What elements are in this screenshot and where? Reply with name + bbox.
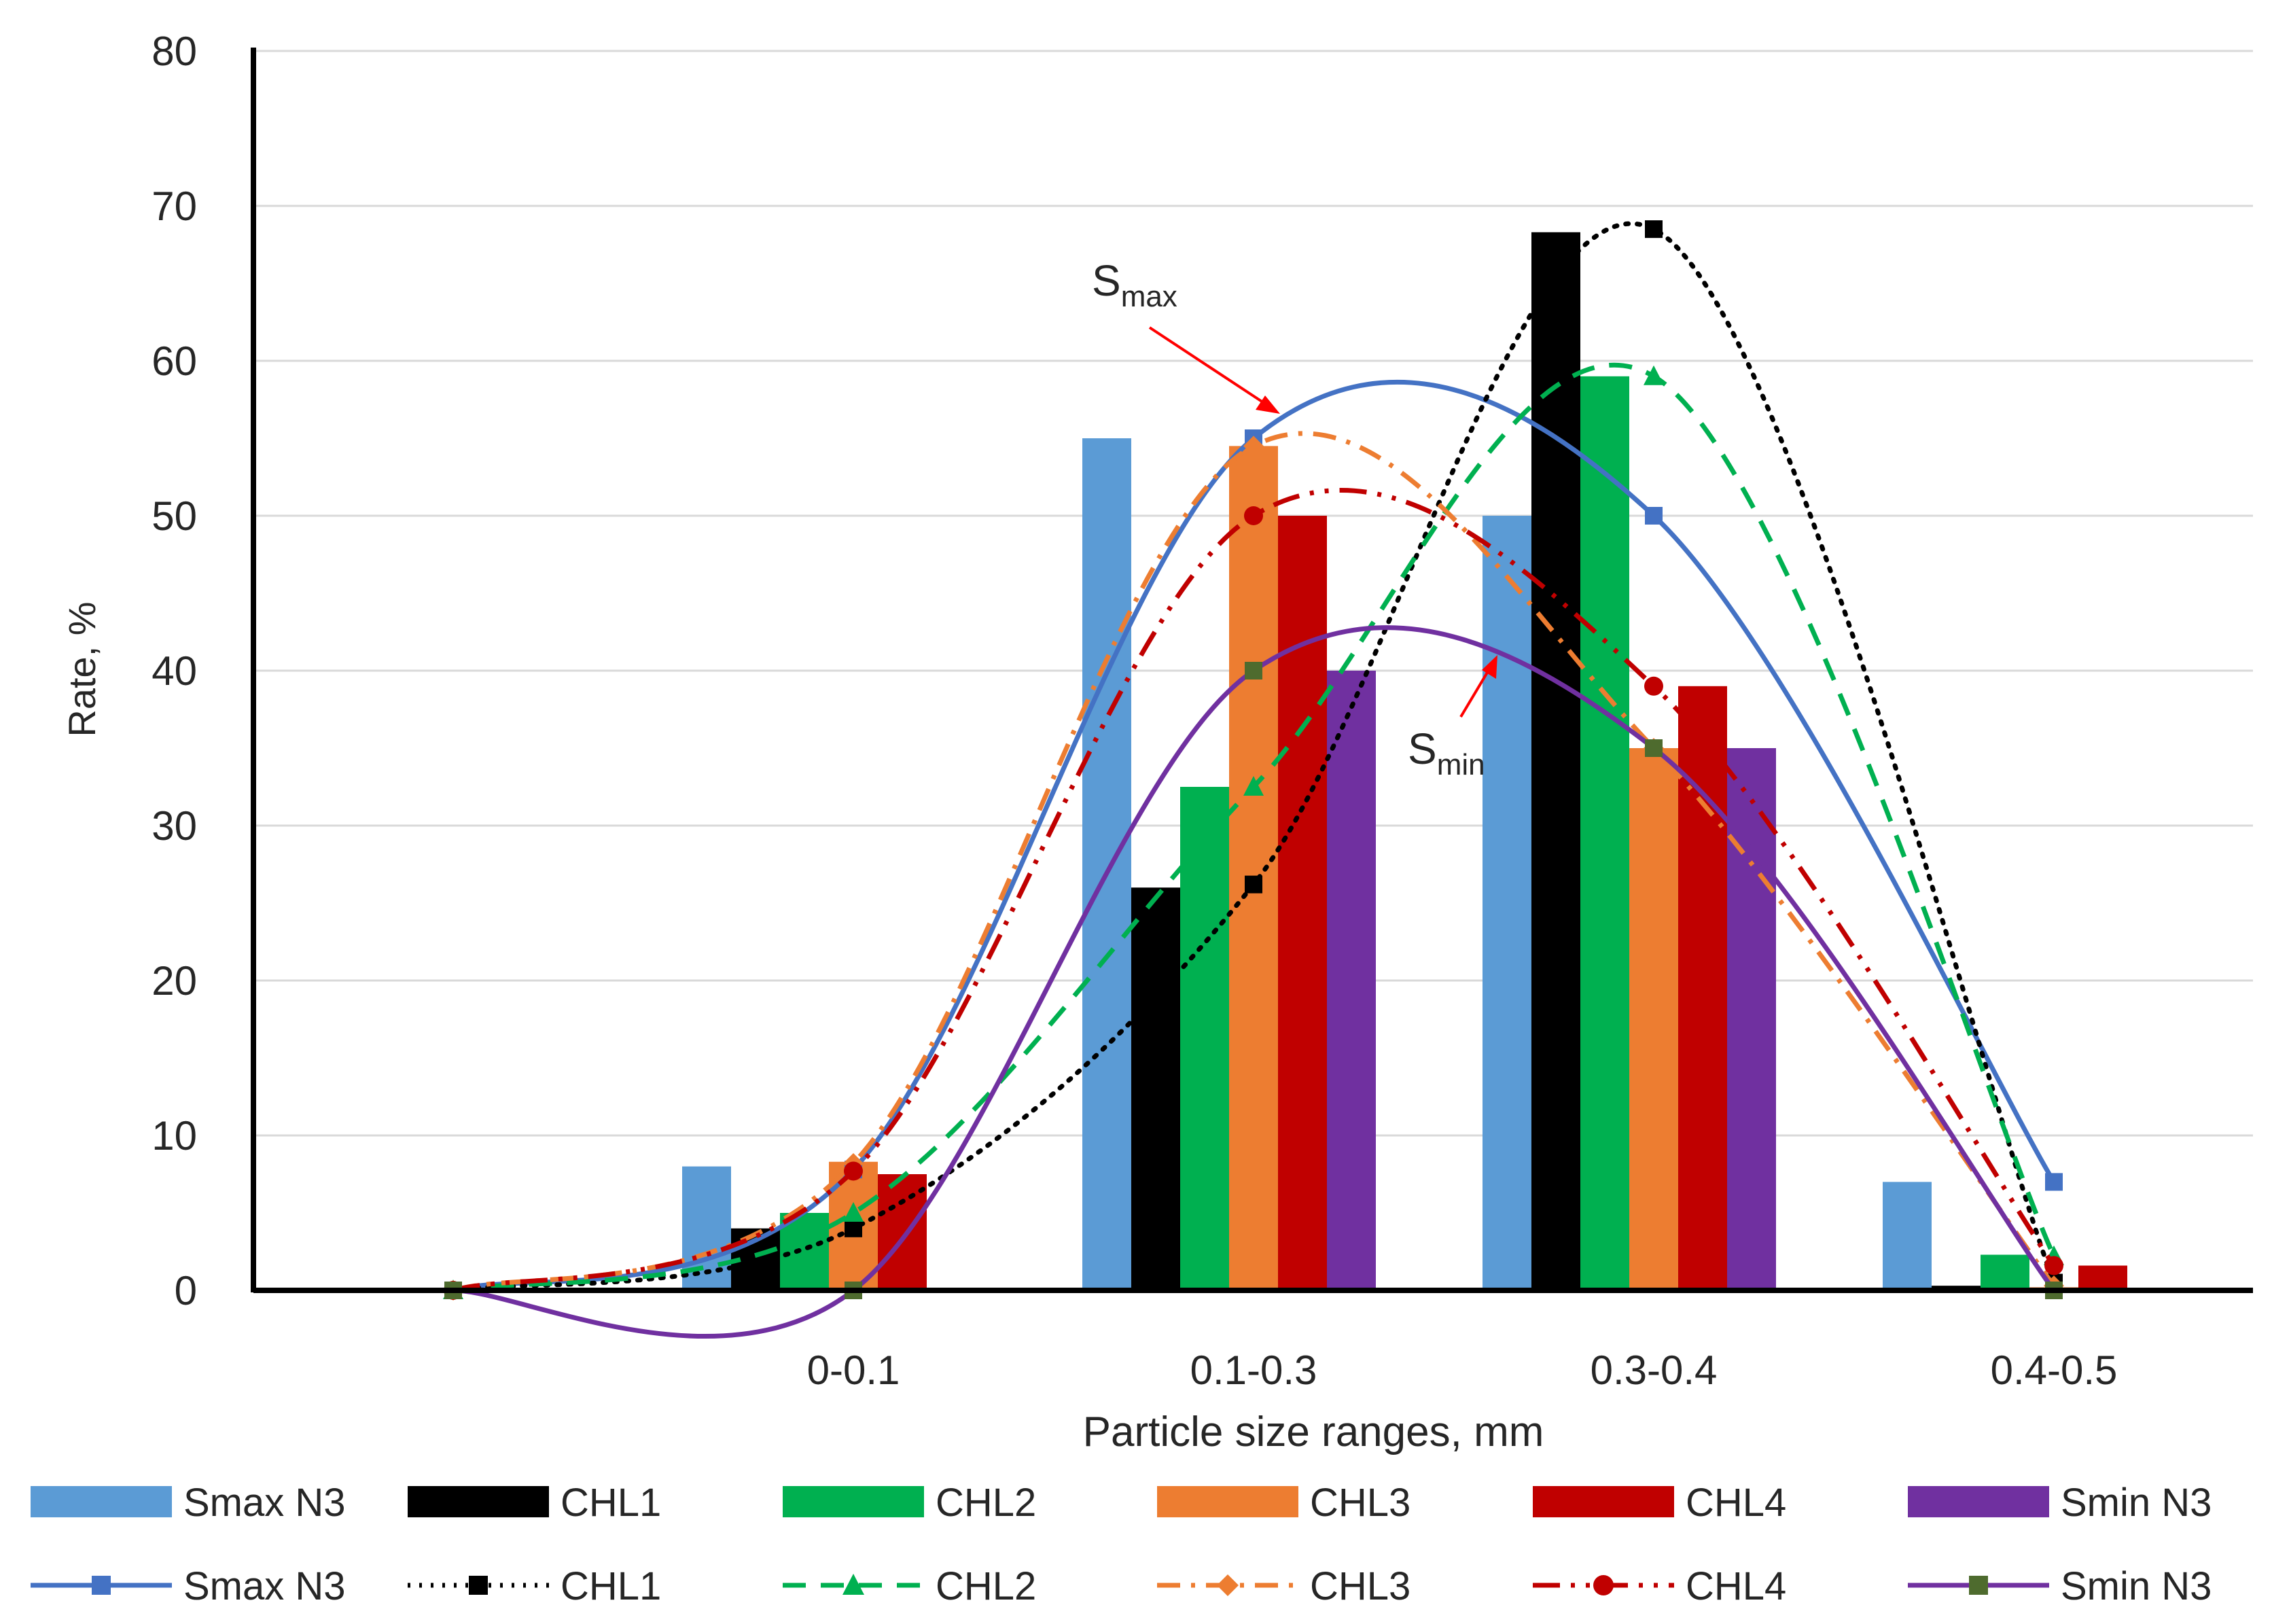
y-tick-label: 0 (175, 1268, 197, 1313)
legend-swatch-bar (1533, 1486, 1674, 1517)
bar-chl3 (1629, 748, 1678, 1290)
legend-label: Smin N3 (2061, 1481, 2212, 1525)
x-tick-label: 0.3-0.4 (1591, 1347, 1718, 1393)
legend-swatch-bar (408, 1486, 549, 1517)
legend-marker (469, 1576, 488, 1595)
tick-labels: 0 10 20 30 40 50 60 70 80 0-0.1 0.1-0.3 0.3-0.4 0.4-… (152, 29, 2117, 1393)
marker-chl4 (1244, 506, 1263, 525)
legend-label: CHL2 (936, 1481, 1036, 1525)
legend-label: Smax N3 (183, 1564, 346, 1608)
legend-label: Smin N3 (2061, 1564, 2212, 1608)
marker-chl4 (844, 1161, 863, 1181)
legend-label: CHL4 (1686, 1564, 1786, 1608)
legend-marker (1217, 1574, 1239, 1596)
legend-label: CHL2 (936, 1564, 1036, 1608)
marker-chl1 (845, 1219, 862, 1237)
line-marks (443, 220, 2064, 1339)
bar-smax-n3 (1082, 438, 1131, 1290)
bar-chl4 (1678, 686, 1727, 1290)
legend-marker (1969, 1576, 1988, 1595)
legend-marker (92, 1576, 111, 1595)
marker-chl1 (1645, 220, 1663, 239)
bar-chl2 (1580, 376, 1629, 1290)
bar-chl1 (1131, 887, 1180, 1290)
annotation-smax-arrowhead (1256, 395, 1280, 414)
marker-chl3 (1243, 436, 1264, 457)
y-tick-label: 30 (152, 803, 197, 849)
axes (251, 48, 2253, 1293)
x-tick-label: 0.1-0.3 (1190, 1347, 1317, 1393)
legend-label: CHL1 (561, 1564, 661, 1608)
bar-chl1 (1531, 232, 1580, 1290)
y-tick-label: 80 (152, 29, 197, 74)
x-tick-label: 0-0.1 (807, 1347, 900, 1393)
y-axis-label: Rate, % (60, 601, 103, 737)
bar-smin-n3 (1327, 671, 1376, 1290)
legend-marker (1593, 1575, 1614, 1595)
legend: Smax N3 CHL1 CHL2 CHL3 CHL4 Smin N3 Smax N3 CHL… (31, 1481, 2212, 1608)
marker-chl2 (1243, 776, 1264, 796)
legend-label: CHL1 (561, 1481, 661, 1525)
bar-chl4 (1278, 516, 1327, 1290)
y-tick-label: 50 (152, 493, 197, 539)
y-tick-label: 40 (152, 648, 197, 694)
bar-smax-n3 (1883, 1182, 1932, 1290)
legend-swatch-bar (1908, 1486, 2049, 1517)
marker-chl2 (1644, 365, 1664, 385)
marker-chl2 (843, 1202, 864, 1222)
annotation-smin-arrow (1459, 663, 1493, 718)
legend-swatch-bar (1157, 1486, 1298, 1517)
y-tick-label: 20 (152, 958, 197, 1004)
legend-swatch-bar (31, 1486, 172, 1517)
annotations: Smax Smin (1092, 256, 1497, 781)
legend-label: CHL3 (1310, 1564, 1410, 1608)
bar-chl4 (878, 1174, 927, 1290)
marker-smax-n3 (2045, 1173, 2063, 1191)
bar-marks (682, 232, 2127, 1290)
annotation-smin: Smin (1408, 724, 1485, 781)
bar-chl3 (1229, 446, 1278, 1290)
marker-chl4 (1644, 676, 1663, 696)
x-tick-label: 0.4-0.5 (1991, 1347, 2118, 1393)
legend-label: Smax N3 (183, 1481, 346, 1525)
marker-smax-n3 (1645, 507, 1663, 525)
y-tick-label: 60 (152, 338, 197, 384)
legend-marker (842, 1574, 864, 1595)
legend-label: CHL4 (1686, 1481, 1786, 1525)
legend-swatch-bar (783, 1486, 924, 1517)
y-tick-label: 10 (152, 1113, 197, 1159)
legend-label: CHL3 (1310, 1481, 1410, 1525)
bar-chl2 (1981, 1254, 2029, 1290)
marker-chl4 (2044, 1256, 2063, 1275)
x-axis-label: Particle size ranges, mm (1083, 1409, 1544, 1455)
marker-smin-n3 (1645, 739, 1663, 757)
y-tick-label: 70 (152, 183, 197, 229)
bar-chl2 (1180, 787, 1229, 1290)
marker-smin-n3 (1245, 662, 1262, 679)
marker-chl1 (1245, 875, 1262, 894)
bar-chl4 (2078, 1265, 2127, 1290)
bar-smax-n3 (1483, 516, 1531, 1290)
line-chl1 (450, 221, 2057, 1293)
annotation-smax-arrow (1148, 326, 1271, 408)
annotation-smax: Smax (1092, 256, 1177, 313)
bar-smin-n3 (1727, 748, 1776, 1290)
annotation-smin-arrowhead (1482, 655, 1497, 679)
